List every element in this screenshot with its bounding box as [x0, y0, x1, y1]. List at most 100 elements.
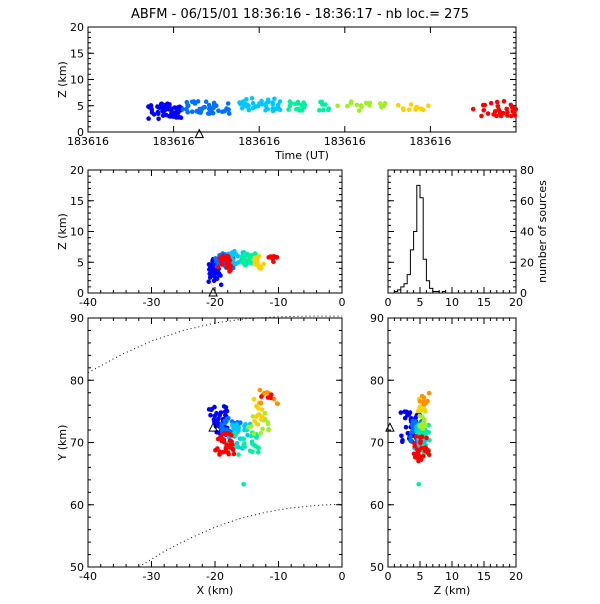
source-point [400, 106, 406, 111]
x-axis-label: X (km) [197, 584, 234, 597]
source-point [424, 447, 430, 452]
source-point [348, 100, 354, 106]
source-point [249, 252, 254, 258]
station-marker [385, 422, 395, 432]
source-point [218, 282, 224, 288]
x-tick-label: -30 [143, 570, 161, 583]
source-point [509, 113, 514, 119]
source-point [275, 401, 281, 407]
source-point [148, 105, 154, 110]
source-point [265, 421, 271, 427]
source-point [494, 99, 500, 105]
x-tick-label: 10 [445, 296, 459, 309]
x-tick-label: 10 [445, 570, 459, 583]
source-point [211, 101, 217, 107]
source-point [413, 415, 419, 420]
source-point [265, 106, 271, 112]
source-point [213, 271, 219, 276]
source-point [215, 420, 220, 425]
y-tick-label: 15 [70, 47, 84, 60]
source-point [501, 99, 507, 104]
y-axis-label: Z (km) [56, 213, 69, 250]
x-tick-label: -40 [79, 296, 97, 309]
source-point [250, 414, 256, 419]
source-point [416, 448, 422, 454]
x-tick-label: -20 [206, 296, 224, 309]
source-point [418, 439, 423, 444]
source-point [230, 447, 236, 453]
source-point [212, 404, 217, 410]
source-point [166, 107, 172, 112]
source-point [378, 101, 383, 106]
x-tick-label: 15 [477, 296, 491, 309]
source-point [424, 429, 429, 435]
station-marker [208, 422, 218, 432]
source-point [207, 263, 213, 269]
x-tick-label: -40 [79, 570, 97, 583]
source-point [320, 102, 325, 107]
source-point [335, 103, 340, 109]
source-point [257, 387, 263, 393]
source-point [206, 279, 211, 285]
source-point [158, 104, 164, 109]
source-point [243, 262, 249, 267]
y-tick-label: 90 [70, 312, 84, 325]
source-point [491, 112, 496, 117]
source-point [416, 481, 422, 487]
x-tick-label: 0 [385, 570, 392, 583]
source-point [243, 422, 248, 427]
source-point [221, 427, 227, 432]
source-point [235, 260, 241, 265]
source-point [224, 408, 230, 414]
source-point [271, 396, 277, 402]
y-tick-label: 10 [70, 74, 84, 87]
source-point [256, 253, 262, 259]
source-point [255, 103, 261, 109]
source-point [286, 107, 291, 112]
source-point [241, 481, 246, 487]
source-point [354, 102, 360, 108]
source-point [226, 111, 232, 116]
y-tick-label: 5 [77, 256, 84, 269]
xz-plot: -40 -30 -20 -10 0 0 5 10 15 20 Z (km) [56, 164, 346, 309]
source-point [408, 102, 414, 107]
y-axis-label: Y (km) [56, 425, 69, 462]
y-tick-label: 50 [370, 561, 384, 574]
source-point [295, 101, 301, 106]
source-point [219, 109, 225, 115]
source-point [256, 445, 261, 451]
x-tick-label: -30 [143, 296, 161, 309]
source-point [405, 431, 411, 436]
source-point [221, 431, 227, 436]
source-point [244, 104, 250, 109]
y-tick-label: 60 [70, 499, 84, 512]
source-point [156, 116, 161, 122]
source-point [233, 444, 239, 450]
source-point [218, 273, 223, 278]
source-point [419, 434, 425, 440]
source-point [426, 390, 432, 396]
station-marker [208, 286, 218, 297]
source-point [249, 96, 255, 101]
zy-plot: 0 5 10 15 20 50 60 70 80 90 Z (km) [370, 312, 523, 597]
source-point [220, 253, 226, 259]
y-tick-label: 80 [370, 374, 384, 387]
source-point [245, 432, 250, 438]
source-point [223, 445, 229, 451]
source-point [180, 107, 186, 112]
source-point [485, 111, 491, 116]
source-point [426, 103, 431, 108]
source-point [421, 454, 426, 459]
source-point [402, 415, 408, 421]
source-point [226, 431, 232, 437]
source-point [254, 435, 259, 440]
x-tick-label: 0 [385, 296, 392, 309]
source-point [227, 445, 233, 450]
source-point [422, 417, 427, 422]
source-point [251, 397, 257, 402]
y-tick-label: 0 [77, 287, 84, 300]
x-axis-label: Time (UT) [274, 149, 329, 162]
y-tick-label: 50 [70, 561, 84, 574]
